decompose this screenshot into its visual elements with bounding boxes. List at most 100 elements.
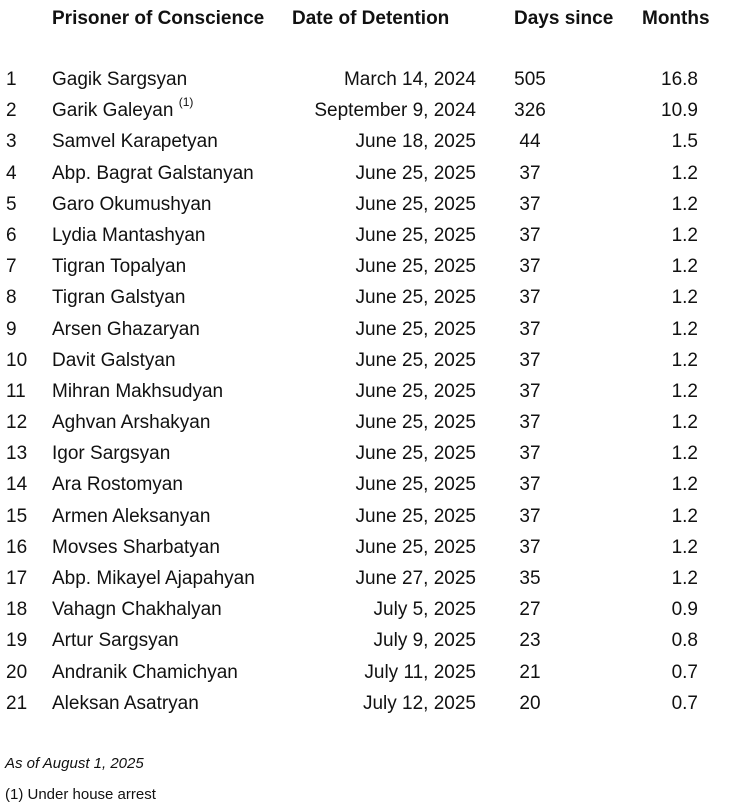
months: 1.2 [671,568,698,589]
detention-date: June 25, 2025 [355,443,476,465]
prisoner-name-text: Aleksan Asatryan [52,692,199,714]
row-number: 7 [6,256,17,278]
months: 1.2 [671,349,698,371]
prisoner-name-text: Armen Aleksanyan [52,505,211,527]
row-number: 21 [6,692,28,714]
months: 0.7 [671,692,698,714]
days-since: 37 [519,380,541,402]
prisoner-name-text: Mihran Makhsudyan [52,380,224,402]
prisoner-name: Gagik Sargsyan [52,64,187,95]
prisoner-name: Lydia Mantashyan [52,220,206,251]
row-number: 15 [6,505,28,527]
detention-date: June 25, 2025 [355,505,476,527]
months: 0.7 [671,661,698,683]
prisoner-name: Samvel Karapetyan [52,126,218,157]
prisoner-name: Abp. Mikayel Ajapahyan [52,563,255,594]
prisoner-name-text: Gagik Sargsyan [52,69,188,90]
row-number: 4 [6,162,17,184]
prisoner-name: Davit Galstyan [52,345,176,376]
prisoner-name: Igor Sargsyan [52,438,170,469]
row-number: 12 [6,412,28,434]
detention-date: June 25, 2025 [355,412,476,434]
table-row: 8 Tigran Galstyan June 25, 2025 37 1.2 [0,282,730,313]
prisoner-name: Armen Aleksanyan [52,501,210,532]
months: 10.9 [661,100,698,122]
prisoner-name-text: Arsen Ghazaryan [52,318,200,340]
table-row: 21 Aleksan Asatryan July 12, 2025 20 0.7 [0,688,730,719]
detention-date: July 9, 2025 [373,630,476,652]
prisoner-name: Andranik Chamichyan [52,657,238,688]
prisoner-name: Abp. Bagrat Galstanyan [52,158,254,189]
prisoner-name: Mihran Makhsudyan [52,376,223,407]
months: 16.8 [661,69,698,90]
days-since: 23 [519,630,541,652]
months: 1.2 [671,193,698,215]
detention-date: June 25, 2025 [355,193,476,215]
header-days-since: Days since [514,8,614,29]
detention-date: July 5, 2025 [373,599,476,621]
days-since: 21 [519,661,541,683]
detention-date: June 25, 2025 [355,256,476,278]
prisoner-name-text: Vahagn Chakhalyan [52,599,222,621]
header-date-of-detention: Date of Detention [292,8,450,29]
detention-date: June 25, 2025 [355,162,476,184]
detention-date: June 25, 2025 [355,536,476,558]
table-row: 16 Movses Sharbatyan June 25, 2025 37 1.2 [0,532,730,563]
row-number: 18 [6,599,28,621]
table-row: 13 Igor Sargsyan June 25, 2025 37 1.2 [0,438,730,469]
days-since: 37 [519,505,541,527]
table-row: 17 Abp. Mikayel Ajapahyan June 27, 2025 35 1… [0,563,730,594]
prisoner-name-text: Movses Sharbatyan [52,536,220,558]
detention-date: July 11, 2025 [364,661,476,683]
footnote: (1) Under house arrest [5,786,156,803]
days-since: 35 [519,568,541,589]
row-number: 11 [6,380,26,402]
days-since: 37 [519,256,541,278]
detention-date: March 14, 2024 [343,69,476,90]
row-number: 3 [6,131,17,153]
table-row: 12 Aghvan Arshakyan June 25, 2025 37 1.2 [0,407,730,438]
detention-date: June 25, 2025 [355,474,476,496]
detention-date: July 12, 2025 [362,692,476,714]
months: 1.2 [671,536,698,558]
prisoner-name: Arsen Ghazaryan [52,314,200,345]
table-row: 15 Armen Aleksanyan June 25, 2025 37 1.2 [0,501,730,532]
as-of-note: As of August 1, 2025 [5,755,144,772]
days-since: 505 [514,69,546,90]
months: 1.2 [671,443,698,465]
days-since: 37 [519,193,541,215]
table-row: 3 Samvel Karapetyan June 18, 2025 44 1.5 [0,126,730,157]
row-number: 14 [6,474,28,496]
months: 0.8 [671,630,698,652]
days-since: 37 [519,162,541,184]
days-since: 326 [514,100,546,122]
detention-date: September 9, 2024 [314,100,476,122]
detention-date: June 25, 2025 [355,380,476,402]
table-row: 9 Arsen Ghazaryan June 25, 2025 37 1.2 [0,314,730,345]
table-body: 1 Gagik Sargsyan March 14, 2024 505 16.8 2 Gar… [0,64,730,719]
prisoner-name: Aleksan Asatryan [52,688,199,719]
prisoner-name-text: Artur Sargsyan [52,630,179,652]
prisoner-name: Aghvan Arshakyan [52,407,210,438]
months: 1.2 [671,287,698,309]
prisoner-name: Artur Sargsyan [52,625,179,656]
detention-date: June 27, 2025 [355,568,476,589]
days-since: 37 [519,443,541,465]
prisoner-name: Vahagn Chakhalyan [52,594,222,625]
row-number: 6 [6,224,17,246]
table-row: 20 Andranik Chamichyan July 11, 2025 21 0.7 [0,657,730,688]
days-since: 44 [519,131,541,153]
prisoner-name-text: Aghvan Arshakyan [52,412,211,434]
months: 1.2 [671,474,698,496]
months: 1.2 [671,318,698,340]
months: 1.2 [671,505,698,527]
detention-date: June 18, 2025 [355,131,476,153]
row-number: 20 [6,661,28,683]
header-months: Months [642,8,710,29]
row-number: 9 [6,318,17,340]
prisoner-name: Garo Okumushyan [52,189,211,220]
prisoner-name-text: Davit Galstyan [52,349,176,371]
table-row: 4 Abp. Bagrat Galstanyan June 25, 2025 37 1.… [0,158,730,189]
table-row: 7 Tigran Topalyan June 25, 2025 37 1.2 [0,251,730,282]
